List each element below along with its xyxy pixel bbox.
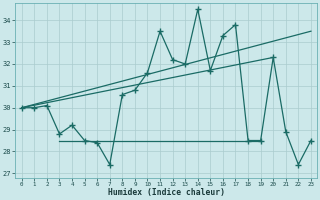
X-axis label: Humidex (Indice chaleur): Humidex (Indice chaleur) <box>108 188 225 197</box>
